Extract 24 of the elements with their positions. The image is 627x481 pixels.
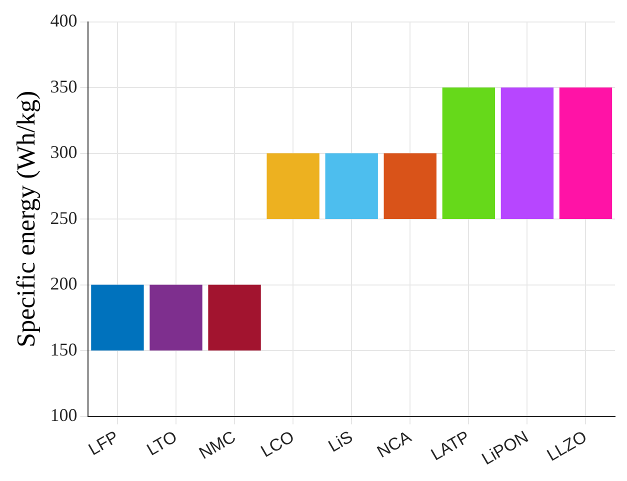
bar [384,153,436,220]
y-tick-label: 200 [50,274,78,294]
bar [150,284,202,351]
x-tick-label: NCA [374,426,416,462]
bar [559,88,612,220]
x-tick-label: LTO [144,427,180,460]
y-tick-label: 100 [50,405,78,426]
bar [500,88,554,220]
bar [91,284,144,351]
x-tick-label: LCO [258,427,298,462]
x-tick-label: LFP [85,427,122,460]
y-tick-label: 350 [50,76,78,96]
y-tick-label: 150 [50,339,78,360]
x-tick-label: NMC [196,427,239,464]
y-tick-label: 400 [50,10,78,31]
bar [325,153,378,220]
y-tick-label: 300 [50,142,78,162]
x-tick-label: LiS [325,427,356,456]
y-tick-label: 250 [50,208,78,228]
y-axis-title: Specific energy (Wh/kg) [11,90,40,348]
bar [208,284,261,351]
bar [266,153,320,220]
x-tick-label: LATP [428,427,474,464]
bar [442,88,496,220]
